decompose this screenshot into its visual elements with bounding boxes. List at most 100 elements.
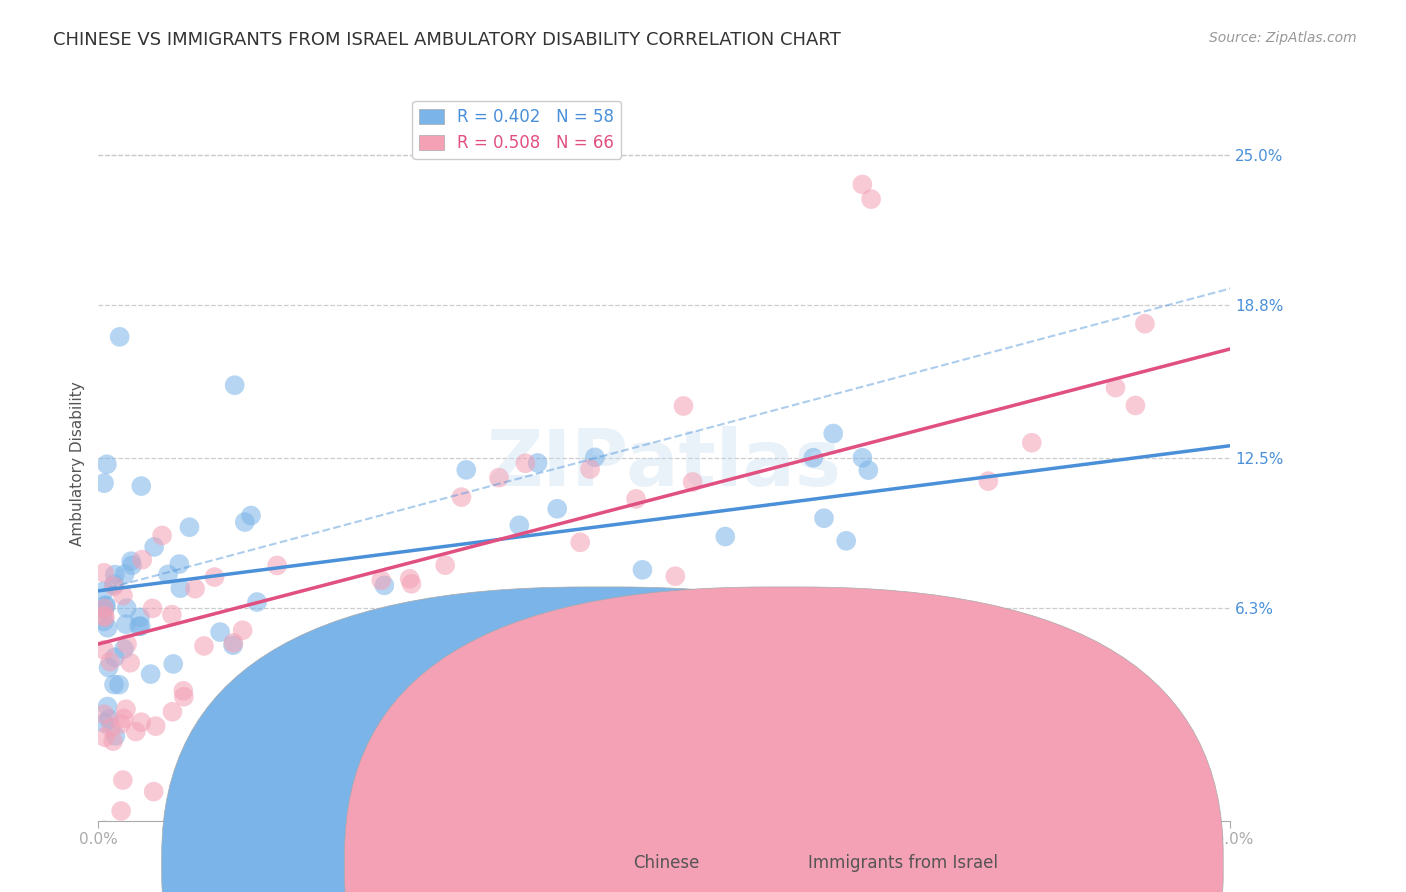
Point <box>398 572 420 586</box>
Point <box>546 501 568 516</box>
Point <box>209 625 232 640</box>
Point <box>851 450 873 465</box>
Point <box>1125 399 1147 413</box>
Point <box>115 601 138 615</box>
Point <box>120 656 142 670</box>
Point <box>193 639 215 653</box>
Point <box>93 642 115 657</box>
Point <box>860 192 883 206</box>
Point <box>94 731 117 745</box>
Point <box>370 573 392 587</box>
Point <box>157 567 180 582</box>
Point <box>1104 381 1126 395</box>
Point <box>100 721 122 735</box>
Point <box>450 490 472 504</box>
Point <box>104 567 127 582</box>
Point <box>200 768 222 782</box>
Point <box>1133 317 1156 331</box>
Point <box>141 601 163 615</box>
Point <box>526 456 548 470</box>
Point <box>125 724 148 739</box>
Text: CHINESE VS IMMIGRANTS FROM ISRAEL AMBULATORY DISABILITY CORRELATION CHART: CHINESE VS IMMIGRANTS FROM ISRAEL AMBULA… <box>53 31 841 49</box>
Point <box>401 576 423 591</box>
Point <box>115 617 138 632</box>
Point <box>93 615 115 629</box>
Point <box>93 715 115 730</box>
Point <box>801 450 824 465</box>
Point <box>222 638 245 652</box>
Point <box>224 378 246 392</box>
Point <box>488 470 510 484</box>
Point <box>103 677 125 691</box>
Point <box>508 518 530 533</box>
Point <box>162 657 184 671</box>
Point <box>143 540 166 554</box>
Point <box>714 529 737 543</box>
Point <box>142 784 165 798</box>
Point <box>1021 435 1043 450</box>
Point <box>813 511 835 525</box>
Text: Immigrants from Israel: Immigrants from Israel <box>808 855 998 872</box>
Point <box>682 475 704 489</box>
Point <box>515 456 537 470</box>
Point <box>169 581 191 595</box>
Point <box>111 773 134 788</box>
Point <box>94 599 117 613</box>
Point <box>851 178 873 192</box>
Point <box>108 330 131 344</box>
Point <box>624 491 647 506</box>
Point <box>145 719 167 733</box>
Point <box>160 607 183 622</box>
Point <box>977 474 1000 488</box>
Point <box>111 589 134 603</box>
Point <box>204 570 226 584</box>
Point <box>373 578 395 592</box>
Point <box>131 552 153 566</box>
Point <box>121 558 143 573</box>
Text: Source: ZipAtlas.com: Source: ZipAtlas.com <box>1209 31 1357 45</box>
Point <box>583 450 606 465</box>
Point <box>835 533 858 548</box>
Point <box>180 757 202 772</box>
Point <box>97 621 120 635</box>
Point <box>150 528 173 542</box>
Point <box>93 603 115 617</box>
Point <box>96 699 118 714</box>
Point <box>108 678 131 692</box>
Point <box>179 520 201 534</box>
Point <box>472 638 495 652</box>
Point <box>631 563 654 577</box>
Point <box>456 463 478 477</box>
Point <box>112 642 135 657</box>
Point <box>162 705 184 719</box>
Point <box>229 722 252 736</box>
Point <box>129 479 152 493</box>
Point <box>169 557 191 571</box>
Y-axis label: Ambulatory Disability: Ambulatory Disability <box>69 382 84 546</box>
Point <box>93 584 115 599</box>
Point <box>129 610 152 624</box>
Legend: R = 0.402   N = 58, R = 0.508   N = 66: R = 0.402 N = 58, R = 0.508 N = 66 <box>412 101 621 159</box>
Point <box>93 601 115 615</box>
Point <box>108 843 131 857</box>
Point <box>94 610 117 624</box>
Point <box>103 577 125 591</box>
Point <box>823 426 845 441</box>
Point <box>579 462 602 476</box>
Point <box>280 679 302 693</box>
Point <box>93 608 115 623</box>
Point <box>104 650 127 665</box>
Point <box>172 683 194 698</box>
Point <box>97 660 120 674</box>
Point <box>104 729 127 743</box>
Point <box>120 554 142 568</box>
Text: ZIPatlas: ZIPatlas <box>486 425 842 502</box>
Point <box>214 785 236 799</box>
Point <box>246 595 269 609</box>
Point <box>93 707 115 722</box>
Point <box>114 567 136 582</box>
Point <box>569 535 592 549</box>
Point <box>96 458 118 472</box>
Point <box>858 463 880 477</box>
Point <box>335 652 357 666</box>
